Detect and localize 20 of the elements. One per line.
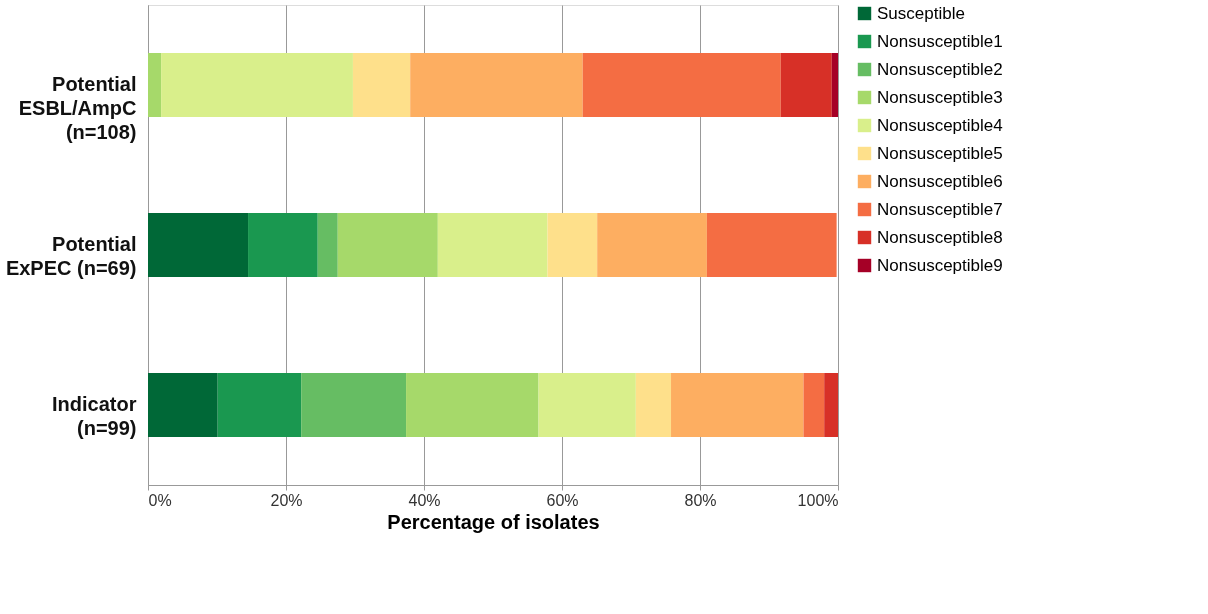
- x-axis-title: Percentage of isolates: [387, 510, 600, 533]
- legend-label: Nonsusceptible4: [877, 115, 1003, 135]
- legend-label: Nonsusceptible2: [877, 59, 1003, 79]
- y-tick-label: Indicator (n=99): [52, 393, 137, 439]
- x-tick-label: 80%: [684, 491, 717, 509]
- legend-label: Nonsusceptible1: [877, 31, 1003, 51]
- x-tick-label: 20%: [270, 491, 303, 509]
- legend-label: Nonsusceptible5: [877, 143, 1003, 163]
- y-tick-label: Potential ExPEC (n=69): [5, 233, 137, 279]
- legend-label: Susceptible: [877, 3, 965, 23]
- legend-label: Nonsusceptible3: [877, 87, 1003, 107]
- x-tick-label: 40%: [408, 491, 441, 509]
- y-tick-label: Potential ESBL/AmpC (n=108): [18, 73, 137, 143]
- x-tick-label: 0%: [148, 491, 172, 509]
- x-tick-label: 100%: [797, 491, 839, 509]
- legend-label: Nonsusceptible8: [877, 227, 1003, 247]
- legend-label: Nonsusceptible7: [877, 199, 1003, 219]
- legend-label: Nonsusceptible9: [877, 255, 1003, 275]
- x-tick-label: 60%: [546, 491, 579, 509]
- legend-label: Nonsusceptible6: [877, 171, 1003, 191]
